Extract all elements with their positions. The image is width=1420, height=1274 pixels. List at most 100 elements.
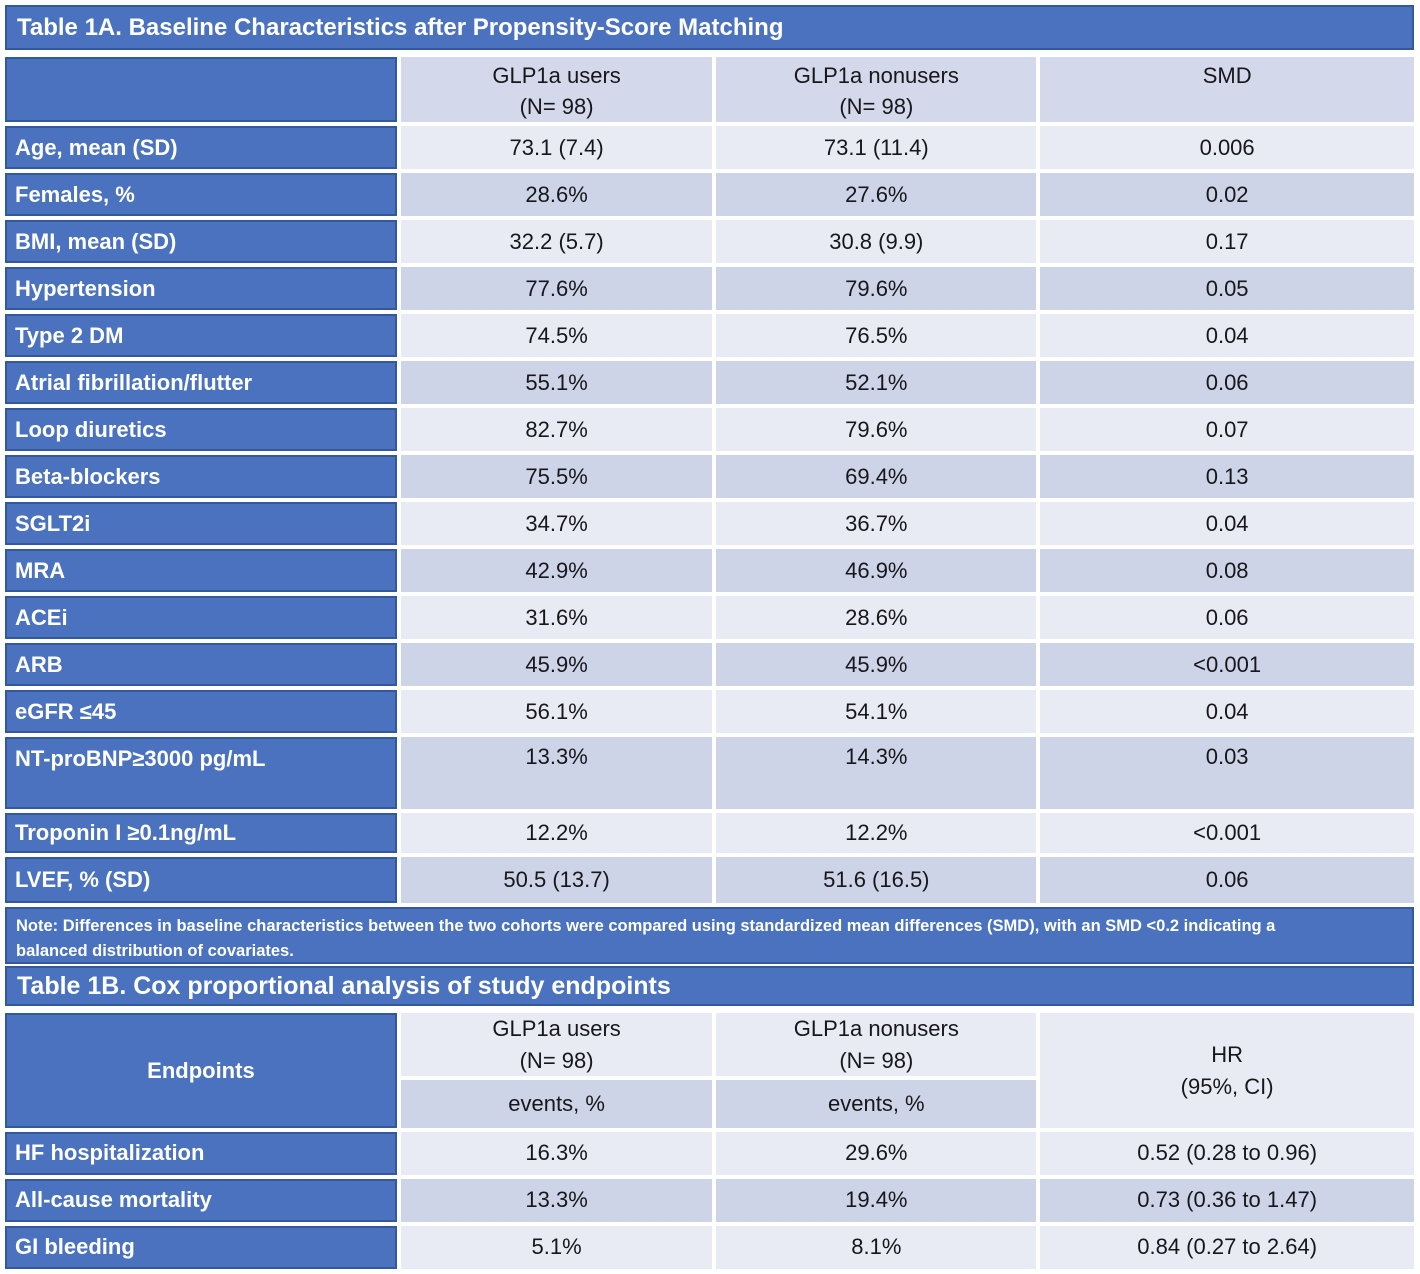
value-glp1a-nonusers: 69.4% xyxy=(716,455,1037,499)
value-glp1a-nonusers: 46.9% xyxy=(716,549,1037,593)
table-row: LVEF, % (SD) 50.5 (13.7) 51.6 (16.5) 0.0… xyxy=(5,857,1414,904)
row-label: LVEF, % (SD) xyxy=(5,857,397,904)
row-label: MRA xyxy=(5,549,397,593)
table-1b-container: Endpoints GLP1a users (N= 98) GLP1a nonu… xyxy=(1,1009,1418,1272)
value-smd: 0.04 xyxy=(1040,502,1414,546)
value-smd: 0.06 xyxy=(1040,857,1414,904)
table-row: All-cause mortality 13.3% 19.4% 0.73 (0.… xyxy=(5,1178,1414,1222)
row-label: Beta-blockers xyxy=(5,455,397,499)
value-glp1a-nonusers: 51.6 (16.5) xyxy=(716,857,1037,904)
column-header-glp1a-users: GLP1a users (N= 98) xyxy=(400,57,713,123)
value-glp1a-nonusers: 73.1 (11.4) xyxy=(716,126,1037,170)
column-header-smd: SMD xyxy=(1040,57,1414,123)
value-smd: 0.06 xyxy=(1040,596,1414,640)
column-header-glp1a-nonusers: GLP1a nonusers (N= 98) xyxy=(716,1013,1037,1076)
row-label: GI bleeding xyxy=(5,1225,397,1269)
table-row: Type 2 DM 74.5% 76.5% 0.04 xyxy=(5,314,1414,358)
value-smd: 0.04 xyxy=(1040,690,1414,734)
row-label: Troponin I ≥0.1ng/mL xyxy=(5,813,397,854)
value-glp1a-nonusers: 29.6% xyxy=(716,1131,1037,1175)
table-1b: Endpoints GLP1a users (N= 98) GLP1a nonu… xyxy=(1,1009,1418,1272)
value-glp1a-nonusers: 30.8 (9.9) xyxy=(716,220,1037,264)
value-glp1a-nonusers: 45.9% xyxy=(716,643,1037,687)
value-glp1a-users: 12.2% xyxy=(400,813,713,854)
row-label: Loop diuretics xyxy=(5,408,397,452)
value-glp1a-nonusers: 54.1% xyxy=(716,690,1037,734)
table-1a-title-bar: Table 1A. Baseline Characteristics after… xyxy=(5,5,1414,50)
value-glp1a-nonusers: 28.6% xyxy=(716,596,1037,640)
row-label: HF hospitalization xyxy=(5,1131,397,1175)
table-row: Loop diuretics 82.7% 79.6% 0.07 xyxy=(5,408,1414,452)
value-smd: 0.08 xyxy=(1040,549,1414,593)
table-row: GI bleeding 5.1% 8.1% 0.84 (0.27 to 2.64… xyxy=(5,1225,1414,1269)
row-label: ARB xyxy=(5,643,397,687)
row-label: eGFR ≤45 xyxy=(5,690,397,734)
value-glp1a-users: 13.3% xyxy=(400,1178,713,1222)
value-hr: 0.73 (0.36 to 1.47) xyxy=(1040,1178,1414,1222)
value-glp1a-users: 34.7% xyxy=(400,502,713,546)
value-smd: 0.07 xyxy=(1040,408,1414,452)
row-label: NT-proBNP≥3000 pg/mL xyxy=(5,737,397,810)
table-1b-header-row-1: Endpoints GLP1a users (N= 98) GLP1a nonu… xyxy=(5,1013,1414,1128)
value-glp1a-users: 45.9% xyxy=(400,643,713,687)
value-glp1a-nonusers: 79.6% xyxy=(716,408,1037,452)
value-glp1a-users: 82.7% xyxy=(400,408,713,452)
value-glp1a-users: 16.3% xyxy=(400,1131,713,1175)
row-label: SGLT2i xyxy=(5,502,397,546)
value-smd: 0.04 xyxy=(1040,314,1414,358)
value-smd: 0.06 xyxy=(1040,361,1414,405)
value-glp1a-nonusers: 14.3% xyxy=(716,737,1037,810)
column-header-events-users: events, % xyxy=(400,1079,713,1128)
value-glp1a-users: 73.1 (7.4) xyxy=(400,126,713,170)
row-label: Atrial fibrillation/flutter xyxy=(5,361,397,405)
value-glp1a-users: 31.6% xyxy=(400,596,713,640)
table-row: Hypertension 77.6% 79.6% 0.05 xyxy=(5,267,1414,311)
table-1a-header-row: GLP1a users (N= 98) GLP1a nonusers (N= 9… xyxy=(5,57,1414,123)
column-header-events-nonusers: events, % xyxy=(716,1079,1037,1128)
value-glp1a-nonusers: 8.1% xyxy=(716,1225,1037,1269)
table-1b-title: Table 1B. Cox proportional analysis of s… xyxy=(17,971,671,1000)
value-smd: 0.05 xyxy=(1040,267,1414,311)
row-label: ACEi xyxy=(5,596,397,640)
value-glp1a-users: 5.1% xyxy=(400,1225,713,1269)
row-label: BMI, mean (SD) xyxy=(5,220,397,264)
value-glp1a-users: 55.1% xyxy=(400,361,713,405)
table-row: eGFR ≤45 56.1% 54.1% 0.04 xyxy=(5,690,1414,734)
row-label: Hypertension xyxy=(5,267,397,311)
value-smd: 0.02 xyxy=(1040,173,1414,217)
row-label: All-cause mortality xyxy=(5,1178,397,1222)
table-row: SGLT2i 34.7% 36.7% 0.04 xyxy=(5,502,1414,546)
table-1a-note: Note: Differences in baseline characteri… xyxy=(5,907,1414,965)
table-row: HF hospitalization 16.3% 29.6% 0.52 (0.2… xyxy=(5,1131,1414,1175)
value-glp1a-users: 74.5% xyxy=(400,314,713,358)
table-row: ARB 45.9% 45.9% <0.001 xyxy=(5,643,1414,687)
table-row: ACEi 31.6% 28.6% 0.06 xyxy=(5,596,1414,640)
value-smd: <0.001 xyxy=(1040,813,1414,854)
table-row: Atrial fibrillation/flutter 55.1% 52.1% … xyxy=(5,361,1414,405)
column-header-hr: HR (95%, CI) xyxy=(1040,1013,1414,1128)
table-row: Females, % 28.6% 27.6% 0.02 xyxy=(5,173,1414,217)
column-header-glp1a-nonusers: GLP1a nonusers (N= 98) xyxy=(716,57,1037,123)
value-hr: 0.84 (0.27 to 2.64) xyxy=(1040,1225,1414,1269)
value-glp1a-nonusers: 27.6% xyxy=(716,173,1037,217)
table-row: Troponin I ≥0.1ng/mL 12.2% 12.2% <0.001 xyxy=(5,813,1414,854)
value-smd: 0.13 xyxy=(1040,455,1414,499)
table-1b-title-bar: Table 1B. Cox proportional analysis of s… xyxy=(5,966,1414,1007)
value-glp1a-users: 56.1% xyxy=(400,690,713,734)
value-glp1a-nonusers: 79.6% xyxy=(716,267,1037,311)
row-label: Type 2 DM xyxy=(5,314,397,358)
value-glp1a-nonusers: 36.7% xyxy=(716,502,1037,546)
value-glp1a-nonusers: 52.1% xyxy=(716,361,1037,405)
value-smd: <0.001 xyxy=(1040,643,1414,687)
table-row: MRA 42.9% 46.9% 0.08 xyxy=(5,549,1414,593)
column-header-glp1a-users: GLP1a users (N= 98) xyxy=(400,1013,713,1076)
table-1b-header-row-2: events, % events, % xyxy=(5,1079,1414,1128)
value-glp1a-users: 75.5% xyxy=(400,455,713,499)
value-smd: 0.17 xyxy=(1040,220,1414,264)
value-glp1a-users: 28.6% xyxy=(400,173,713,217)
table-1a-container: GLP1a users (N= 98) GLP1a nonusers (N= 9… xyxy=(1,53,1418,907)
table-row: Beta-blockers 75.5% 69.4% 0.13 xyxy=(5,455,1414,499)
value-glp1a-users: 13.3% xyxy=(400,737,713,810)
value-hr: 0.52 (0.28 to 0.96) xyxy=(1040,1131,1414,1175)
table-row: BMI, mean (SD) 32.2 (5.7) 30.8 (9.9) 0.1… xyxy=(5,220,1414,264)
